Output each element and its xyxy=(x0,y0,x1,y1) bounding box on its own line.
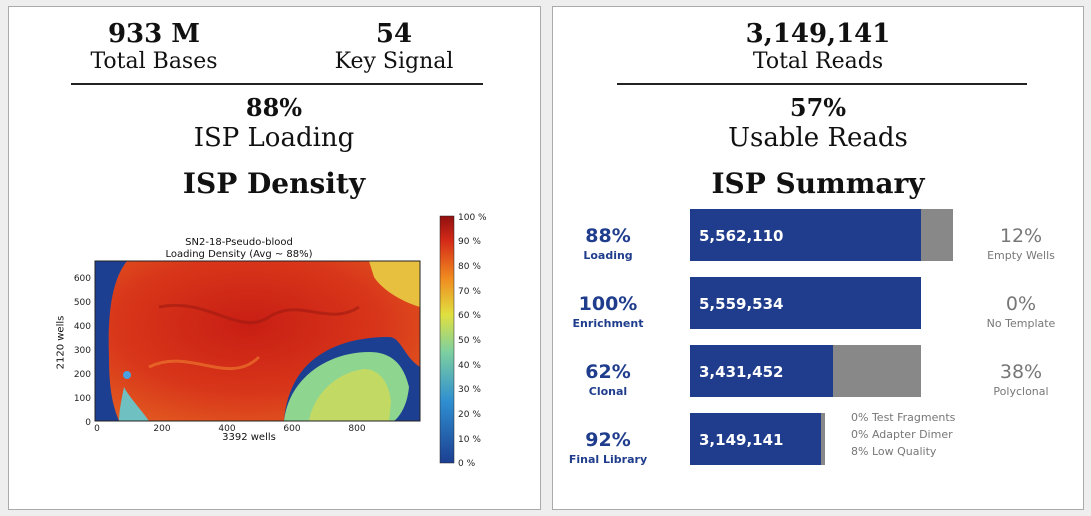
x-tick: 200 xyxy=(153,424,170,434)
enrichment-bar-value: 5,559,534 xyxy=(699,295,784,313)
x-tick: 600 xyxy=(283,424,300,434)
colorbar-tick: 30 % xyxy=(458,385,481,395)
heatmap-chart: 0 100 200 300 400 500 600 0 200 400 600 … xyxy=(74,213,487,469)
polyclonal-percent: 38% xyxy=(999,361,1043,383)
loading-percent: 88% xyxy=(585,225,631,247)
loading-bar-value: 5,562,110 xyxy=(699,227,784,245)
y-tick: 500 xyxy=(74,298,91,308)
empty-wells-label: Empty Wells xyxy=(987,249,1055,262)
clonal-bar xyxy=(690,345,833,397)
colorbar xyxy=(439,215,455,464)
clonal-bar-value: 3,431,452 xyxy=(699,363,784,381)
usable-reads-label: Usable Reads xyxy=(728,123,908,153)
left-divider xyxy=(71,83,483,85)
y-tick: 600 xyxy=(74,274,91,284)
heatmap-title-line2: Loading Density (Avg ~ 88%) xyxy=(165,249,313,260)
colorbar-tick: 80 % xyxy=(458,262,481,272)
total-reads-value: 3,149,141 xyxy=(745,19,891,49)
adapter-dimer-note: 0% Adapter Dimer xyxy=(851,428,953,441)
total-bases-value: 933 M xyxy=(107,19,201,49)
heatmap-title-line1: SN2-18-Pseudo-blood xyxy=(185,237,293,248)
colorbar-tick: 0 % xyxy=(458,459,476,469)
final-library-bar xyxy=(690,413,821,465)
total-reads-label: Total Reads xyxy=(752,49,884,74)
colorbar-tick: 70 % xyxy=(458,287,481,297)
y-tick: 200 xyxy=(74,370,91,380)
y-tick: 0 xyxy=(85,418,91,428)
no-template-label: No Template xyxy=(986,317,1056,330)
colorbar-tick: 50 % xyxy=(458,336,481,346)
colorbar-tick: 20 % xyxy=(458,410,481,420)
loading-bar xyxy=(690,209,921,261)
key-signal-label: Key Signal xyxy=(334,49,454,74)
total-bases-label: Total Bases xyxy=(90,49,218,74)
key-signal-value: 54 xyxy=(375,19,413,49)
loading-label: Loading xyxy=(583,249,633,262)
x-tick: 800 xyxy=(348,424,365,434)
final-library-bar-value: 3,149,141 xyxy=(699,431,784,449)
y-tick: 300 xyxy=(74,346,91,356)
colorbar-tick: 40 % xyxy=(458,361,481,371)
isp-density-title: ISP Density xyxy=(182,167,366,200)
clonal-label: Clonal xyxy=(588,385,628,398)
clonal-percent: 62% xyxy=(585,361,631,383)
heatmap-plot xyxy=(95,261,420,421)
low-quality-note: 8% Low Quality xyxy=(851,445,937,458)
colorbar-tick: 100 % xyxy=(458,213,487,223)
colorbar-tick: 60 % xyxy=(458,311,481,321)
isp-loading-label: ISP Loading xyxy=(193,123,355,153)
usable-reads-value: 57% xyxy=(789,93,847,122)
loading-complement-bar xyxy=(921,209,953,261)
x-tick: 0 xyxy=(94,424,100,434)
empty-wells-percent: 12% xyxy=(999,225,1043,247)
y-tick: 400 xyxy=(74,322,91,332)
final-library-label: Final Library xyxy=(568,453,648,466)
isp-loading-value: 88% xyxy=(245,93,303,122)
enrichment-bar xyxy=(690,277,921,329)
right-panel: 3,149,141 Total Reads 57% Usable Reads I… xyxy=(552,6,1084,510)
test-fragments-note: 0% Test Fragments xyxy=(851,411,956,424)
final-library-percent: 92% xyxy=(585,429,631,451)
enrichment-percent: 100% xyxy=(578,293,638,315)
polyclonal-label: Polyclonal xyxy=(993,385,1049,398)
clonal-complement-bar xyxy=(833,345,921,397)
right-divider xyxy=(617,83,1027,85)
colorbar-tick: 10 % xyxy=(458,435,481,445)
enrichment-label: Enrichment xyxy=(572,317,644,330)
y-tick: 100 xyxy=(74,394,91,404)
final-library-complement-bar xyxy=(821,413,825,465)
no-template-percent: 0% xyxy=(1005,293,1037,315)
heatmap-xlabel: 3392 wells xyxy=(222,432,276,443)
left-panel: 933 M Total Bases 54 Key Signal 88% ISP … xyxy=(8,6,541,510)
x-tick: 400 xyxy=(218,424,235,434)
colorbar-tick: 90 % xyxy=(458,237,481,247)
isp-summary-title: ISP Summary xyxy=(711,167,925,200)
